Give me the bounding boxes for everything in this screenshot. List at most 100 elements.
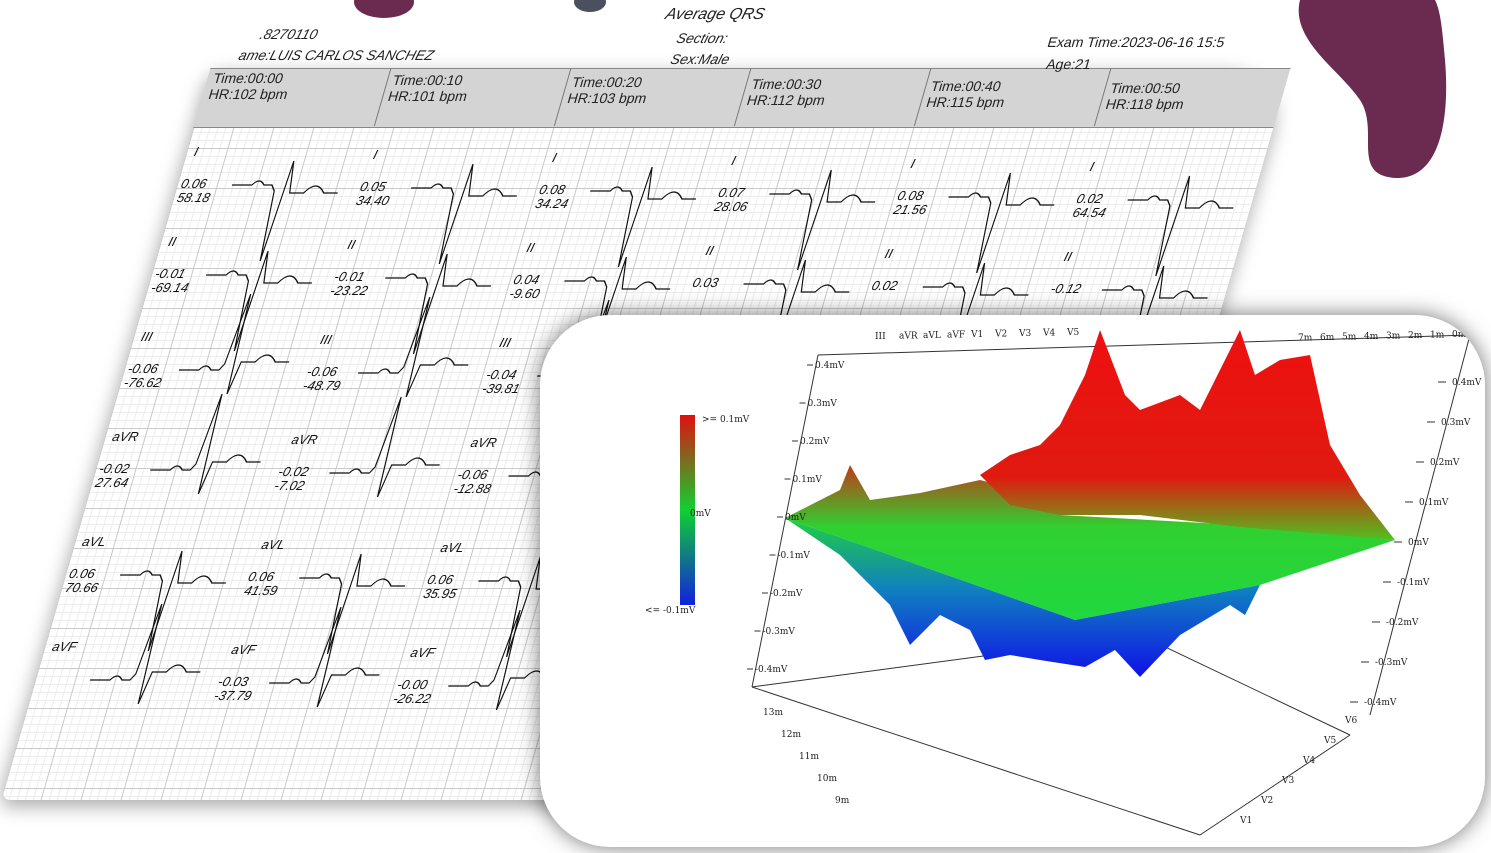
top-time-label: 5m [1342, 333, 1357, 343]
bottom-time-label: 10m [817, 774, 837, 784]
axis-line [751, 354, 819, 688]
ecg-report: Average QRS .8270110 ame:LUIS CARLOS SAN… [0, 0, 1310, 800]
lead-amplitude: -0.06 [455, 467, 490, 482]
lead-angle: 27.64 [93, 475, 131, 490]
lead-angle: -48.79 [301, 378, 343, 393]
lead-angle: -26.22 [391, 691, 433, 706]
lead-angle: 34.40 [354, 193, 392, 208]
lead-label: aVR [468, 435, 499, 450]
lead-amplitude: 0.06 [67, 566, 98, 581]
axis-line [751, 686, 1201, 836]
bottom-time-label: 13m [763, 708, 783, 718]
lead-angle: -76.62 [122, 375, 164, 390]
decor-blob [1298, 0, 1447, 179]
ecg-trace [357, 296, 469, 398]
ecg-trace [268, 606, 380, 708]
lead-amplitude: 0.03 [690, 275, 721, 290]
lead-angle: -7.02 [272, 478, 307, 493]
column-heart-rate: HR:101 bpm [386, 88, 470, 104]
left-axis-label: 0.3mV [808, 399, 838, 409]
bottom-lead-label: V6 [1344, 716, 1357, 726]
legend-min: <= -0.1mV [645, 606, 696, 616]
lead-angle: 41.59 [242, 583, 280, 598]
column-time: Time:00:20 [570, 74, 645, 90]
top-time-label: 0m [1452, 330, 1467, 340]
lead-label: aVF [408, 645, 437, 660]
right-axis-label: 0.4mV [1452, 378, 1482, 388]
lead-label: aVL [438, 540, 467, 555]
lead-angle: -39.81 [480, 381, 522, 396]
lead-angle: 35.95 [421, 586, 459, 601]
lead-label: aVR [289, 432, 320, 447]
top-time-label: 7m [1298, 334, 1313, 344]
right-axis-label: -0.4mV [1364, 698, 1397, 708]
ecg-trace [448, 609, 559, 711]
legend-mid: 0mV [690, 509, 711, 519]
lead-amplitude: 0.02 [1074, 191, 1105, 206]
bottom-time-label: 12m [781, 730, 801, 740]
top-lead-label: V5 [1066, 328, 1079, 338]
column-heart-rate: HR:115 bpm [924, 94, 1007, 110]
ecg-trace [231, 160, 338, 262]
left-axis-label: -0.2mV [770, 589, 803, 599]
lead-amplitude: 0.05 [358, 179, 388, 194]
surface-peaks [980, 330, 1395, 540]
bottom-lead-label: V3 [1281, 776, 1294, 786]
column-heart-rate: HR:112 bpm [745, 92, 828, 108]
top-lead-label: V2 [994, 330, 1007, 340]
ecg-trace [1127, 175, 1234, 277]
lead-amplitude: -0.01 [332, 269, 367, 284]
surface-plot: >= 0.1mV 0mV <= -0.1mV 0.4mV 0.3mV 0.2mV 0.1mV… [645, 328, 1482, 836]
lead-amplitude: 0.06 [179, 176, 209, 191]
bottom-lead-label: V1 [1239, 816, 1252, 826]
lead-label: aVF [50, 639, 79, 654]
decor [354, 0, 1447, 179]
bottom-time-label: 9m [835, 796, 850, 806]
top-time-label: 1m [1430, 331, 1445, 341]
lead-angle: -23.22 [328, 283, 370, 298]
column-heart-rate: HR:102 bpm [206, 86, 290, 102]
decor-dot [354, 0, 414, 18]
axis-line [1139, 634, 1351, 736]
axis-line [817, 334, 1471, 356]
top-time-label: 4m [1364, 332, 1379, 342]
left-axis-label: -0.3mV [763, 627, 796, 637]
lead-amplitude: 0.08 [537, 182, 568, 197]
top-lead-label: aVR [899, 332, 918, 342]
ecg-trace [205, 250, 313, 352]
top-lead-label: III [875, 332, 886, 342]
lead-angle: 64.54 [1070, 205, 1108, 220]
right-axis-label: 0.3mV [1441, 418, 1471, 428]
lead-amplitude: -0.06 [305, 364, 340, 379]
column-time: Time:00:00 [211, 70, 286, 86]
left-axis-label: 0mV [785, 513, 806, 523]
color-bar [680, 415, 695, 605]
lead-amplitude: 0.04 [511, 272, 542, 287]
axis-line [1369, 334, 1471, 716]
ecg-trace [178, 293, 290, 395]
column-heart-rate: HR:118 bpm [1103, 96, 1187, 112]
lead-amplitude: -0.12 [1049, 281, 1084, 296]
left-axis-label: 0.1mV [793, 475, 823, 485]
lead-angle: -69.14 [149, 280, 191, 295]
bottom-lead-label: V4 [1302, 756, 1315, 766]
column-time: Time:00:50 [1108, 80, 1183, 96]
lead-angle: -9.60 [507, 286, 542, 301]
lead-amplitude: 0.02 [869, 278, 900, 293]
lead-amplitude: 0.07 [716, 185, 747, 200]
left-axis-label: 0.2mV [800, 437, 830, 447]
lead-angle: -12.88 [451, 481, 493, 496]
top-lead-label: V4 [1042, 329, 1055, 339]
legend-max: >= 0.1mV [702, 415, 750, 425]
column-time: Time:00:40 [929, 78, 1004, 94]
ecg-trace [410, 163, 517, 265]
bottom-lead-label: V5 [1323, 736, 1336, 746]
lead-amplitude: 0.06 [246, 569, 277, 584]
ecg-trace [119, 550, 226, 652]
lead-angle: 34.24 [533, 196, 571, 211]
surface-plot-card: >= 0.1mV 0mV <= -0.1mV 0.4mV 0.3mV 0.2mV 0.1mV… [540, 315, 1485, 847]
ecg-traces [89, 160, 1234, 711]
column-time: Time:00:10 [390, 72, 465, 88]
